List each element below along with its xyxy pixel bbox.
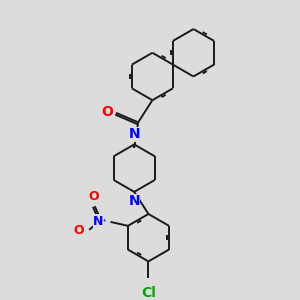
Text: $^+$: $^+$ bbox=[100, 218, 108, 227]
Text: Cl: Cl bbox=[141, 286, 156, 300]
Text: O: O bbox=[88, 190, 99, 203]
Text: N: N bbox=[128, 127, 140, 141]
Text: N: N bbox=[93, 214, 104, 228]
Text: O: O bbox=[73, 224, 84, 237]
Text: O: O bbox=[101, 105, 113, 119]
Text: $^-$: $^-$ bbox=[76, 222, 83, 231]
Text: N: N bbox=[128, 194, 140, 208]
